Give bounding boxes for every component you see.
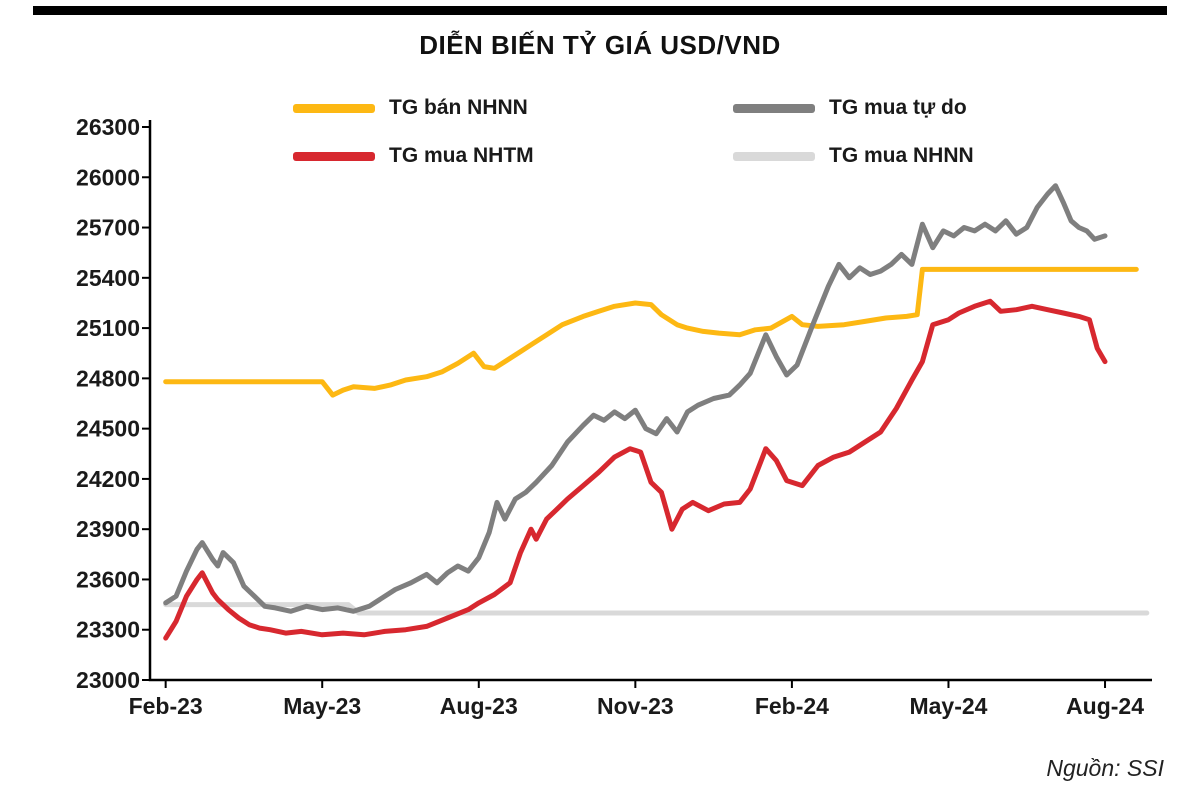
y-tick-label: 25700 [76, 215, 140, 241]
x-tick-label: Feb-24 [755, 693, 829, 719]
y-tick-label: 23000 [76, 667, 140, 693]
y-tick-label: 26300 [76, 114, 140, 140]
chart-legend: TG bán NHNN TG mua tự do TG mua NHTM TG mua… [293, 96, 974, 168]
source-note: Nguồn: SSI [1046, 755, 1164, 781]
x-tick-label: May-24 [909, 693, 987, 719]
legend-item-4: TG mua NHNN [733, 144, 974, 168]
y-tick-label: 25400 [76, 265, 140, 291]
top-border [33, 6, 1167, 15]
legend-label: TG mua NHTM [389, 144, 534, 167]
series-line-tg-bán-nhnn [163, 266, 1139, 398]
legend-swatch [733, 151, 815, 161]
y-tick-label: 23600 [76, 566, 140, 592]
legend-item-3: TG mua NHTM [293, 144, 733, 168]
y-tick-label: 23300 [76, 617, 140, 643]
legend-item-2: TG mua tự do [733, 96, 974, 120]
legend-label: TG mua tự do [829, 96, 967, 119]
y-tick-label: 23900 [76, 516, 140, 542]
x-tick-label: Feb-23 [129, 693, 203, 719]
y-tick-label: 24800 [76, 365, 140, 391]
legend-label: TG mua NHNN [829, 144, 974, 167]
legend-item-1: TG bán NHNN [293, 96, 733, 120]
series-line-tg-mua-nhtm [163, 298, 1108, 641]
x-tick-label: Aug-24 [1066, 693, 1144, 719]
series-line-tg-mua-tự-do [163, 183, 1108, 614]
legend-swatch [733, 103, 815, 113]
x-tick-label: May-23 [283, 693, 361, 719]
legend-label: TG bán NHNN [389, 96, 528, 119]
y-tick-label: 24500 [76, 416, 140, 442]
page-title: DIỄN BIẾN TỶ GIÁ USD/VND [419, 30, 781, 60]
legend-swatch [293, 151, 375, 161]
y-tick-label: 25100 [76, 315, 140, 341]
axes [148, 120, 1152, 682]
legend-swatch [293, 103, 375, 113]
x-tick-label: Nov-23 [597, 693, 674, 719]
y-tick-label: 24200 [76, 466, 140, 492]
x-tick-label: Aug-23 [440, 693, 518, 719]
y-tick-label: 26000 [76, 164, 140, 190]
